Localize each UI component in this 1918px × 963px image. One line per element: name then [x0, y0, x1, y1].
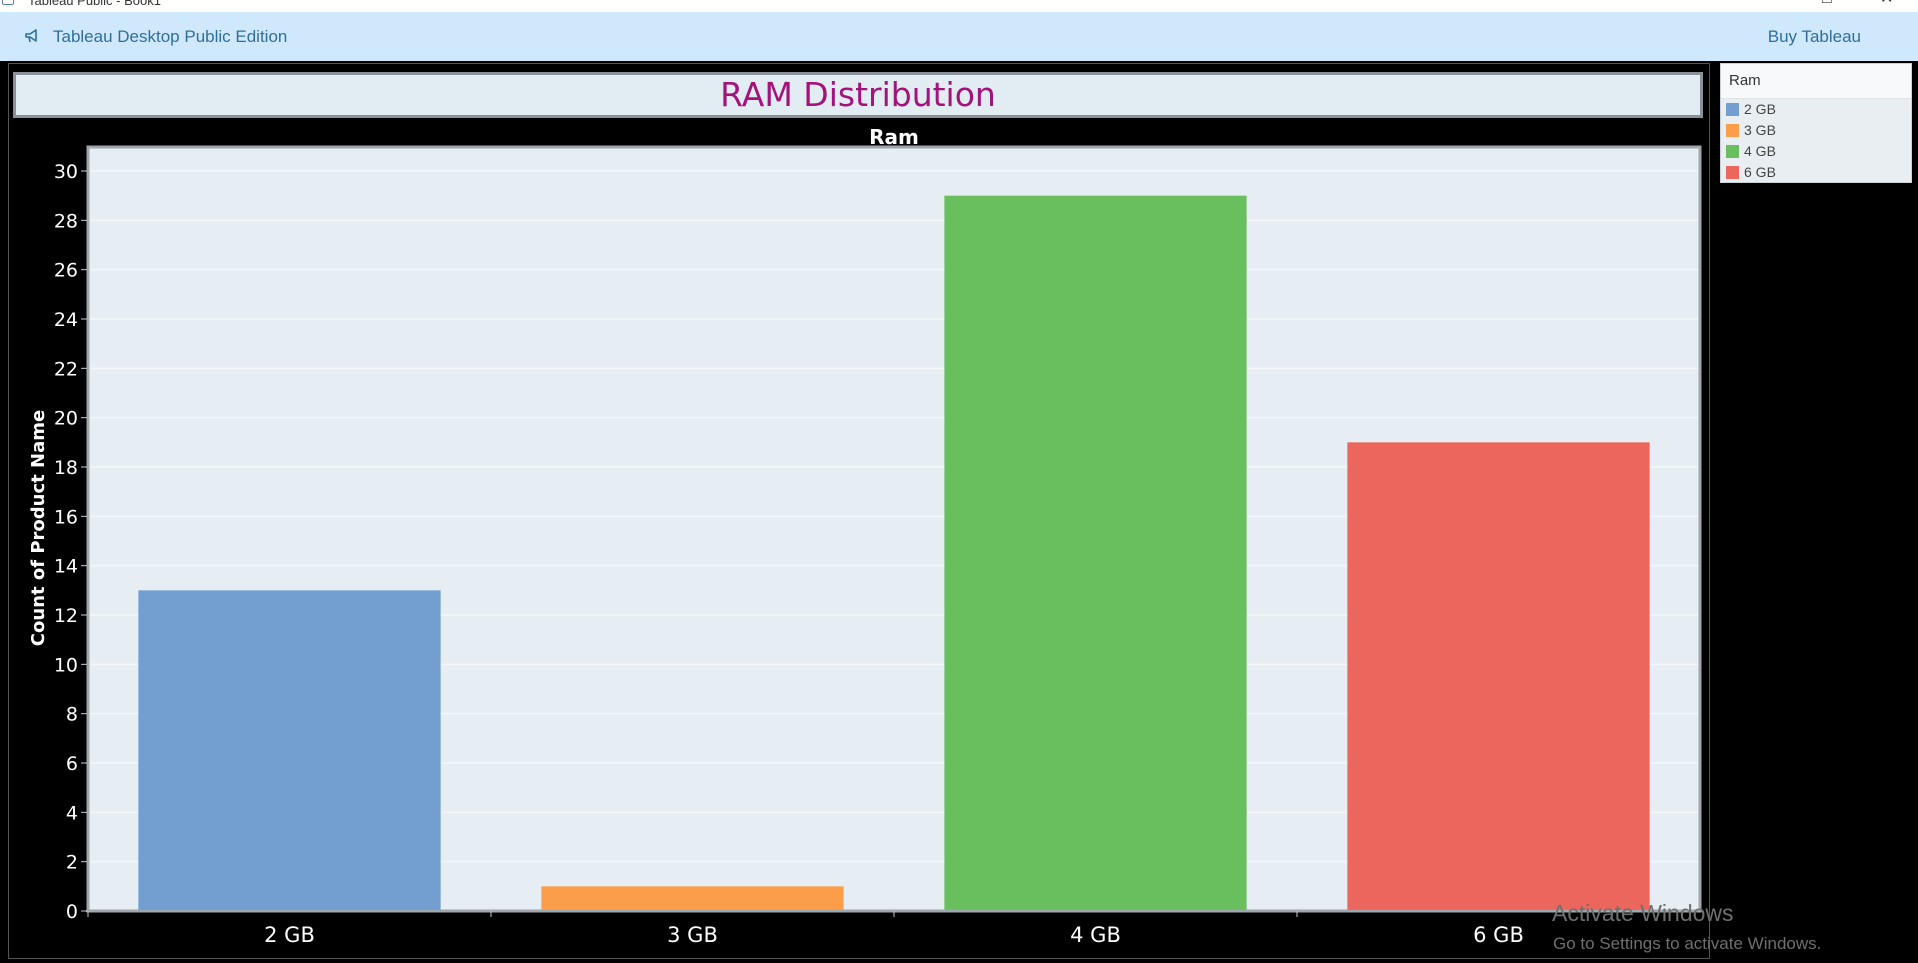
- y-tick-label: 10: [54, 654, 78, 676]
- y-tick-label: 22: [54, 358, 78, 380]
- x-tick-label: 2 GB: [264, 923, 315, 947]
- y-tick-label: 0: [66, 901, 78, 923]
- x-tick-label: 6 GB: [1473, 923, 1524, 947]
- legend-item-2gb[interactable]: 2 GB: [1721, 99, 1911, 120]
- y-tick-label: 26: [54, 260, 78, 282]
- legend-item-6gb[interactable]: 6 GB: [1721, 162, 1911, 183]
- bar-3gb[interactable]: [541, 886, 844, 911]
- chart-header: Ram: [869, 125, 919, 149]
- buy-tableau-link[interactable]: Buy Tableau: [1767, 27, 1861, 46]
- activate-windows-title: Activate Windows: [1552, 900, 1734, 926]
- y-tick-label: 8: [66, 704, 78, 726]
- y-tick-label: 12: [54, 605, 78, 627]
- megaphone-icon: [25, 29, 37, 43]
- legend-item-label: 6 GB: [1744, 164, 1776, 180]
- window-titlebar: Tableau Public - Book1 □ ✕: [0, 0, 1918, 12]
- bar-4gb[interactable]: [944, 195, 1247, 911]
- y-tick-label: 14: [54, 556, 78, 578]
- tableau-app-icon: [2, 0, 14, 5]
- y-tick-label: 18: [54, 457, 78, 479]
- activate-windows-subtitle: Go to Settings to activate Windows.: [1553, 934, 1822, 953]
- x-tick-label: 3 GB: [667, 923, 718, 947]
- y-tick-label: 20: [54, 408, 78, 430]
- window-title: Tableau Public - Book1: [28, 0, 161, 8]
- y-tick-label: 16: [54, 506, 78, 528]
- x-axis-ticks: 2 GB 3 GB 4 GB 6 GB: [264, 923, 1524, 947]
- legend-title: Ram: [1721, 64, 1911, 99]
- x-axis-separators: [87, 911, 1298, 917]
- dashboard-title-box: RAM Distribution: [13, 72, 1703, 118]
- y-axis-label: Count of Product Name: [28, 410, 49, 646]
- legend-swatch: [1726, 103, 1739, 116]
- maximize-icon[interactable]: □: [1822, 0, 1832, 7]
- edition-banner: Tableau Desktop Public Edition Buy Table…: [0, 12, 1918, 61]
- y-tick-label: 6: [66, 753, 78, 775]
- bar-2gb[interactable]: [138, 590, 441, 911]
- legend-item-3gb[interactable]: 3 GB: [1721, 120, 1911, 141]
- dashboard-title: RAM Distribution: [720, 75, 996, 114]
- y-tick-label: 28: [54, 210, 78, 232]
- x-tick-label: 4 GB: [1070, 923, 1121, 947]
- y-tick-label: 30: [54, 161, 78, 183]
- edition-label: Tableau Desktop Public Edition: [53, 27, 288, 46]
- y-tick-label: 2: [66, 852, 78, 874]
- y-tick-label: 4: [66, 802, 78, 824]
- legend-panel: Ram 2 GB 3 GB 4 GB 6 GB: [1720, 63, 1912, 183]
- legend-swatch: [1726, 166, 1739, 179]
- y-tick-label: 24: [54, 309, 78, 331]
- bars-group[interactable]: [138, 195, 1650, 911]
- legend-swatch: [1726, 145, 1739, 158]
- legend-item-label: 2 GB: [1744, 101, 1776, 117]
- legend-item-label: 3 GB: [1744, 122, 1776, 138]
- legend-item-label: 4 GB: [1744, 143, 1776, 159]
- close-icon[interactable]: ✕: [1880, 0, 1893, 7]
- bar-6gb[interactable]: [1347, 442, 1650, 911]
- legend-swatch: [1726, 124, 1739, 137]
- legend-item-4gb[interactable]: 4 GB: [1721, 141, 1911, 162]
